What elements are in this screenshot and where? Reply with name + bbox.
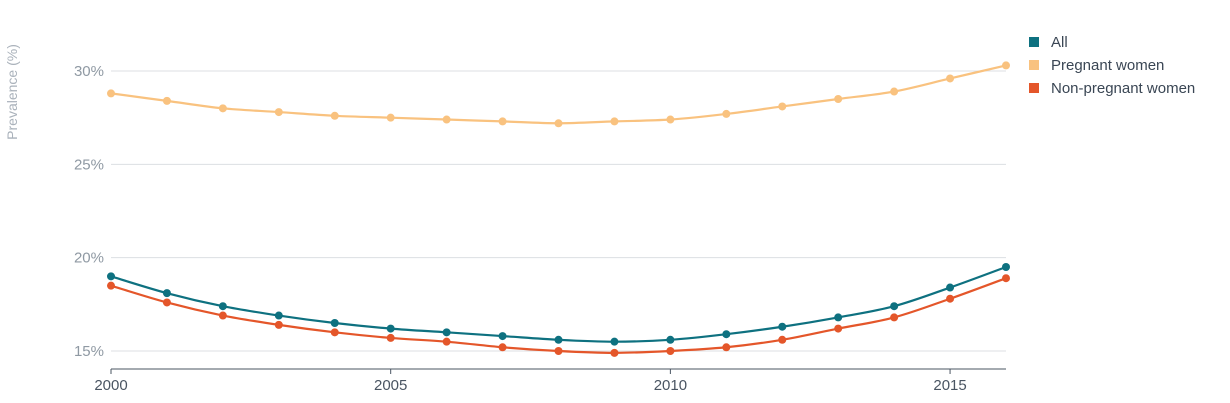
data-point	[498, 332, 507, 341]
data-point	[890, 87, 899, 96]
legend: All Pregnant women Non-pregnant women	[1029, 34, 1195, 97]
legend-label: Non-pregnant women	[1051, 80, 1195, 97]
x-tick-label: 2015	[933, 377, 966, 394]
data-point	[722, 330, 731, 339]
data-point	[1002, 263, 1010, 271]
y-axis: 15% 20% 25% 30%	[74, 63, 104, 360]
data-point	[834, 95, 843, 103]
data-point	[946, 294, 955, 303]
data-point	[778, 322, 787, 331]
series-all	[107, 263, 1010, 346]
data-point	[554, 119, 563, 128]
data-point	[554, 347, 563, 355]
legend-swatch	[1029, 60, 1039, 70]
data-point	[386, 324, 395, 333]
data-point	[386, 113, 395, 122]
data-point	[498, 117, 507, 126]
data-point	[666, 115, 675, 124]
data-point	[218, 311, 227, 320]
data-point	[666, 335, 675, 344]
data-point	[330, 328, 339, 337]
data-point	[274, 311, 283, 320]
data-point	[778, 102, 787, 111]
x-tick-label: 2005	[374, 377, 407, 394]
legend-label: All	[1051, 34, 1068, 51]
data-point	[274, 108, 283, 117]
data-point	[498, 343, 507, 352]
data-point	[1002, 274, 1010, 283]
data-point	[610, 348, 619, 357]
data-point	[834, 313, 843, 322]
legend-swatch	[1029, 37, 1039, 47]
data-point	[1002, 61, 1010, 70]
y-axis-title: Prevalence (%)	[4, 44, 20, 140]
data-point	[442, 115, 451, 124]
data-point	[946, 74, 955, 83]
data-point	[330, 319, 339, 327]
x-tick-label: 2010	[654, 377, 687, 394]
y-tick-label: 25%	[74, 156, 104, 173]
data-point	[890, 313, 899, 322]
data-point	[386, 333, 395, 342]
data-point	[666, 347, 675, 355]
x-tick-label: 2000	[94, 377, 127, 394]
legend-label: Pregnant women	[1051, 57, 1164, 74]
data-point	[442, 337, 451, 346]
legend-item-all: All	[1029, 34, 1068, 51]
data-point	[722, 343, 731, 352]
y-tick-label: 30%	[74, 63, 104, 80]
data-point	[162, 289, 171, 298]
data-point	[722, 109, 731, 118]
data-point	[218, 302, 227, 311]
data-point	[946, 283, 955, 292]
series-pregnant-women	[107, 61, 1010, 128]
data-point	[890, 302, 899, 311]
series-line-all	[110, 265, 1007, 343]
data-point	[162, 298, 171, 307]
legend-item-pregnant-women: Pregnant women	[1029, 57, 1164, 74]
data-point	[610, 117, 619, 126]
data-point	[330, 111, 339, 120]
data-point	[554, 335, 563, 344]
y-tick-label: 15%	[74, 343, 104, 360]
data-point	[442, 328, 451, 337]
series-layer	[107, 61, 1010, 357]
data-point	[274, 320, 283, 329]
x-axis: 2000 2005 2010 2015	[94, 368, 1006, 394]
data-point	[834, 324, 843, 333]
gridlines	[111, 70, 1006, 352]
series-line-pregnant-women	[110, 64, 1007, 125]
data-point	[778, 335, 787, 344]
data-point	[107, 89, 115, 98]
data-point	[162, 96, 171, 105]
legend-swatch	[1029, 83, 1039, 93]
y-tick-label: 20%	[74, 250, 104, 267]
data-point	[107, 281, 115, 290]
data-point	[107, 272, 115, 281]
data-point	[610, 337, 619, 346]
series-non-pregnant-women	[107, 274, 1010, 357]
data-point	[218, 104, 227, 113]
legend-item-non-pregnant-women: Non-pregnant women	[1029, 80, 1195, 97]
